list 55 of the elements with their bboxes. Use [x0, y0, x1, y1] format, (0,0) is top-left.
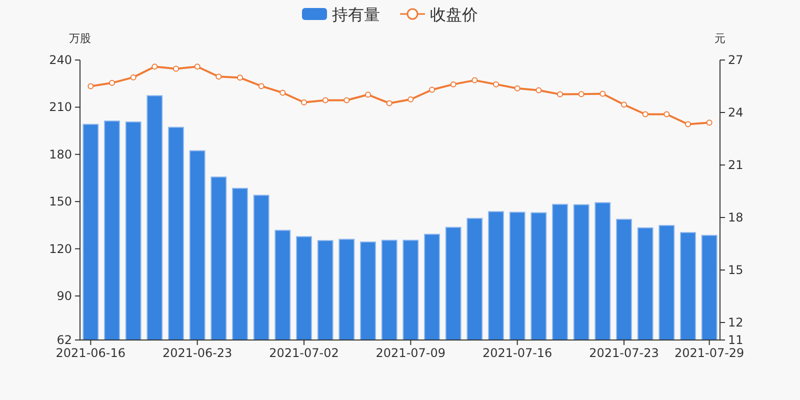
- y2-tick-label: 15: [728, 263, 744, 277]
- y2-tick-label: 11: [728, 333, 744, 347]
- point: [216, 74, 222, 80]
- point: [685, 121, 691, 128]
- point: [194, 64, 200, 70]
- point: [408, 96, 414, 102]
- point: [578, 91, 584, 98]
- point: [365, 92, 371, 98]
- point: [472, 77, 478, 84]
- x-tick-label: 2021-07-09: [376, 346, 446, 360]
- point: [642, 111, 648, 118]
- y2-tick-label: 18: [728, 210, 744, 224]
- point: [280, 90, 286, 96]
- point: [450, 81, 456, 88]
- point: [621, 102, 627, 108]
- point: [706, 120, 712, 126]
- x-tick-label: 2021-06-23: [162, 346, 232, 360]
- y-tick-label: 240: [49, 53, 72, 67]
- x-tick-label: 2021-07-02: [269, 346, 339, 360]
- point: [152, 64, 158, 70]
- x-tick-label: 2021-06-16: [56, 346, 126, 360]
- point: [301, 99, 307, 106]
- legend-label: 持有量: [332, 5, 380, 24]
- y2-axis-title: 元: [714, 32, 726, 45]
- y-tick-label: 150: [49, 194, 72, 209]
- point: [237, 74, 243, 81]
- y-tick-label: 210: [49, 100, 72, 114]
- y2-tick-label: 24: [728, 106, 744, 120]
- x-tick-label: 2021-07-16: [482, 346, 552, 360]
- point: [514, 85, 520, 92]
- point: [386, 100, 392, 106]
- point: [536, 87, 542, 94]
- point: [109, 80, 115, 86]
- point: [173, 66, 179, 72]
- y-tick-label: 90: [56, 288, 72, 303]
- y2-tick-label: 21: [728, 158, 744, 172]
- point: [664, 111, 670, 118]
- x-tick-label: 2021-07-23: [589, 346, 659, 360]
- point: [600, 90, 606, 97]
- point: [258, 83, 264, 90]
- y-axis-title: 万股: [69, 32, 91, 45]
- point: [429, 86, 435, 93]
- point: [344, 97, 350, 104]
- point: [130, 74, 136, 80]
- y-tick-label: 120: [49, 242, 72, 256]
- y2-tick-label: 27: [728, 53, 744, 67]
- point: [88, 83, 94, 90]
- point: [493, 81, 499, 88]
- point: [322, 97, 328, 104]
- x-tick-label: 2021-07-29: [674, 346, 744, 360]
- y2-tick-label: 12: [728, 316, 744, 330]
- legend-label: 收盘价: [430, 5, 478, 24]
- y-tick-label: 62: [56, 333, 72, 347]
- point: [557, 91, 563, 98]
- y-tick-label: 180: [49, 147, 72, 162]
